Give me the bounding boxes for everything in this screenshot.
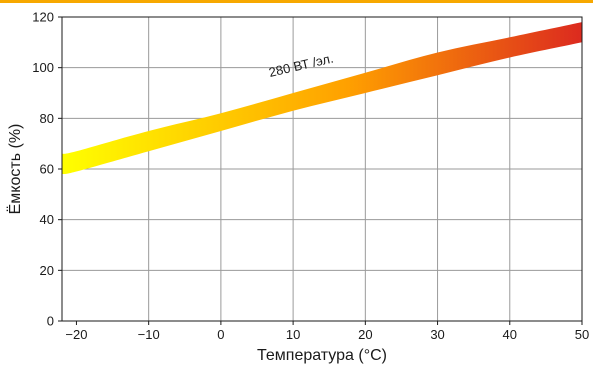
x-axis-title: Температура (°C) — [257, 347, 387, 364]
x-tick-label: −10 — [138, 327, 160, 342]
x-tick-label: 30 — [430, 327, 444, 342]
x-tick-label: 50 — [575, 327, 589, 342]
y-tick-label: 120 — [32, 10, 54, 25]
y-tick-label: 0 — [47, 314, 54, 329]
top-accent-rule — [0, 0, 593, 3]
band-label: 280 ВТ /эл. — [267, 51, 335, 80]
y-tick-labels: 0 20 40 60 80 100 120 — [32, 10, 54, 329]
capacity-band — [62, 22, 582, 175]
x-tick-label: 40 — [503, 327, 517, 342]
tick-marks — [58, 16, 583, 325]
y-tick-label: 40 — [40, 212, 54, 227]
y-axis-title: Ёмкость (%) — [6, 124, 24, 215]
x-tick-labels: −20 −10 0 10 20 30 40 50 — [65, 327, 589, 342]
y-tick-label: 20 — [40, 263, 54, 278]
x-tick-label: −20 — [65, 327, 87, 342]
x-tick-label: 20 — [358, 327, 372, 342]
y-tick-label: 60 — [40, 162, 54, 177]
x-tick-label: 0 — [217, 327, 224, 342]
x-tick-label: 10 — [286, 327, 300, 342]
y-tick-label: 80 — [40, 111, 54, 126]
y-tick-label: 100 — [32, 60, 54, 75]
